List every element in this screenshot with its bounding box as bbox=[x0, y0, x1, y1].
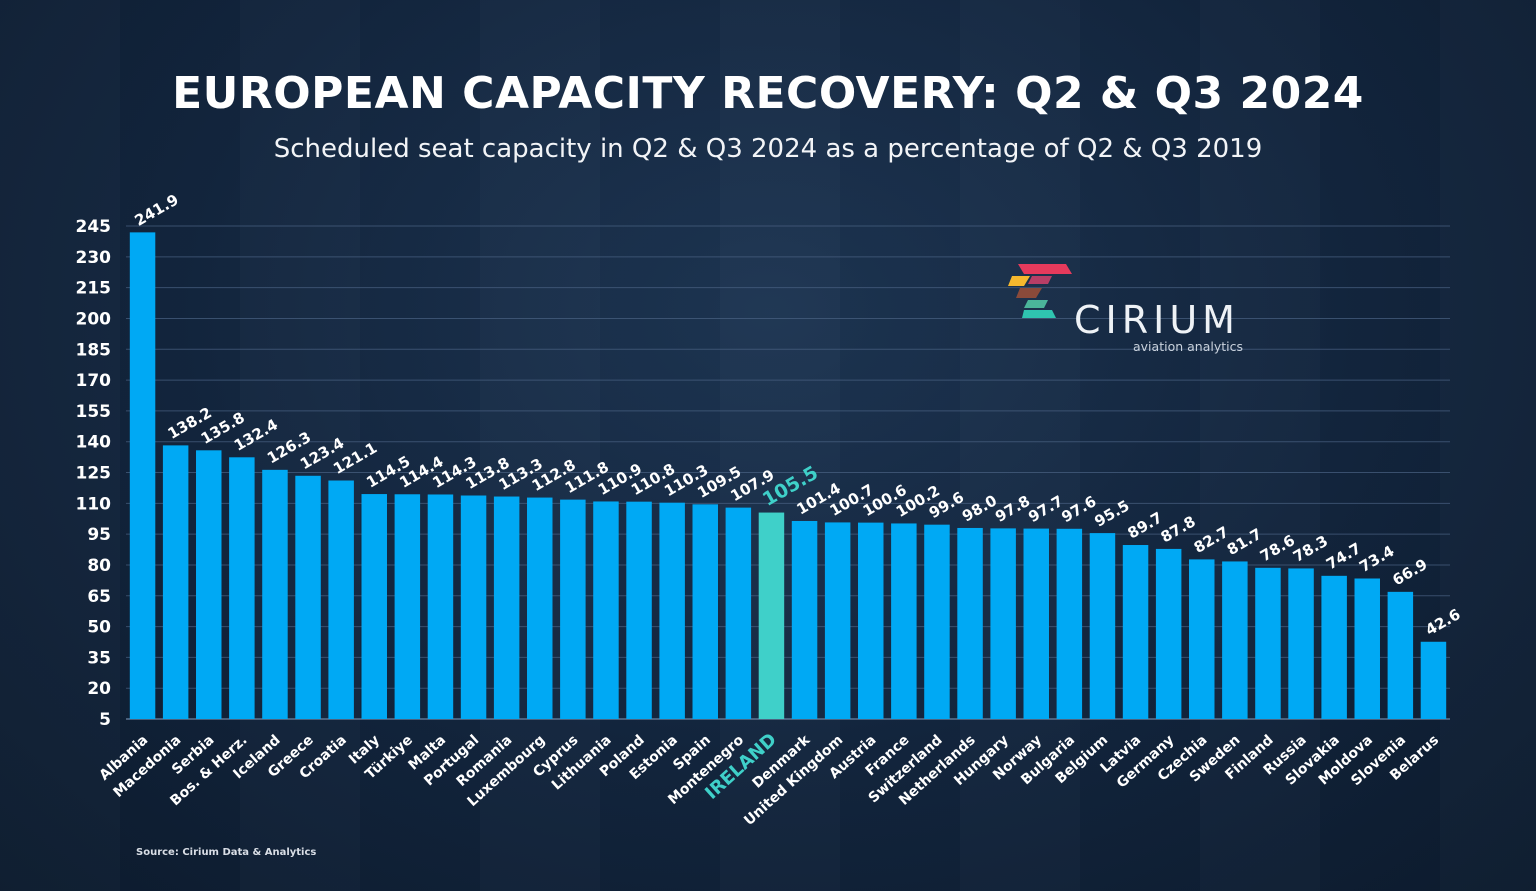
bars bbox=[129, 232, 1447, 719]
bar-montenegro bbox=[725, 507, 752, 719]
bar-slovenia bbox=[1387, 591, 1414, 719]
bar-denmark bbox=[791, 520, 818, 719]
bar-cyprus bbox=[560, 499, 586, 719]
bar-switzerland bbox=[924, 524, 950, 719]
y-tick-label: 35 bbox=[87, 648, 111, 668]
chart-subtitle: Scheduled seat capacity in Q2 & Q3 2024 … bbox=[273, 134, 1263, 164]
bar-germany bbox=[1155, 548, 1182, 719]
bar-belgium bbox=[1089, 533, 1116, 719]
y-tick-label: 155 bbox=[76, 402, 112, 422]
bar-latvia bbox=[1122, 545, 1149, 719]
bar-serbia bbox=[196, 450, 222, 719]
bar-sweden bbox=[1222, 561, 1248, 719]
bar-bulgaria bbox=[1056, 528, 1083, 719]
logo-tagline: aviation analytics bbox=[1133, 339, 1243, 354]
bar-lithuania bbox=[593, 501, 619, 719]
bar-spain bbox=[692, 504, 718, 719]
bar-portugal bbox=[460, 495, 487, 719]
bar-iceland bbox=[262, 469, 288, 719]
bar-malta bbox=[427, 494, 454, 719]
y-tick-label: 185 bbox=[76, 340, 112, 360]
bar-t-rkiye bbox=[394, 494, 421, 719]
cirium-logo: CIRIUM aviation analytics bbox=[1008, 260, 1278, 360]
bar-croatia bbox=[328, 480, 354, 719]
bar-slovakia bbox=[1321, 575, 1347, 719]
bar-poland bbox=[626, 501, 652, 719]
bar-italy bbox=[361, 494, 387, 719]
bar-macedonia bbox=[162, 445, 189, 719]
cirium-logo-icon bbox=[1008, 264, 1072, 318]
data-label: 66.9 bbox=[1389, 555, 1430, 589]
y-tick-label: 215 bbox=[76, 279, 112, 299]
bar-united-kingdom bbox=[824, 522, 851, 719]
bar-austria bbox=[858, 522, 884, 719]
data-label: 97.6 bbox=[1058, 492, 1099, 526]
y-tick-label: 20 bbox=[87, 679, 111, 699]
bar-hungary bbox=[990, 528, 1016, 719]
y-tick-label: 200 bbox=[76, 309, 112, 329]
chart-title: EUROPEAN CAPACITY RECOVERY: Q2 & Q3 2024 bbox=[172, 68, 1364, 119]
y-tick-label: 80 bbox=[87, 556, 111, 576]
y-tick-label: 50 bbox=[87, 618, 111, 638]
bar-bos-herz- bbox=[229, 457, 255, 719]
bar-belarus bbox=[1420, 641, 1447, 719]
y-axis-ticks: 5 20 35 50 65 80 95 110 125 140 155 170 185 200 215 230… bbox=[76, 217, 112, 730]
y-tick-label: 125 bbox=[76, 464, 112, 484]
bar-czechia bbox=[1189, 559, 1215, 719]
data-label: 241.9 bbox=[132, 191, 182, 230]
bar-finland bbox=[1255, 567, 1281, 719]
logo-wordmark: CIRIUM bbox=[1074, 298, 1240, 342]
bar-france bbox=[891, 523, 917, 719]
y-tick-label: 140 bbox=[76, 433, 112, 453]
data-label: 42.6 bbox=[1422, 605, 1463, 639]
bar-estonia bbox=[659, 502, 685, 719]
bar-romania bbox=[493, 496, 520, 719]
bar-albania bbox=[129, 232, 156, 719]
data-label: 73.4 bbox=[1356, 542, 1397, 576]
y-tick-label: 5 bbox=[99, 710, 111, 730]
bar-greece bbox=[295, 475, 321, 719]
source-note: Source: Cirium Data & Analytics bbox=[136, 847, 317, 858]
y-tick-label: 245 bbox=[76, 217, 112, 237]
bar-norway bbox=[1023, 528, 1049, 719]
y-tick-label: 230 bbox=[76, 248, 112, 268]
y-tick-label: 95 bbox=[87, 525, 111, 545]
data-label: 89.7 bbox=[1125, 508, 1166, 542]
bar-netherlands bbox=[957, 527, 983, 719]
y-tick-label: 65 bbox=[87, 587, 111, 607]
bar-luxembourg bbox=[527, 497, 553, 719]
bar-moldova bbox=[1354, 578, 1380, 719]
y-tick-label: 170 bbox=[76, 371, 112, 391]
bar-ireland bbox=[758, 512, 785, 719]
y-tick-label: 110 bbox=[76, 494, 112, 514]
bar-russia bbox=[1288, 568, 1314, 719]
